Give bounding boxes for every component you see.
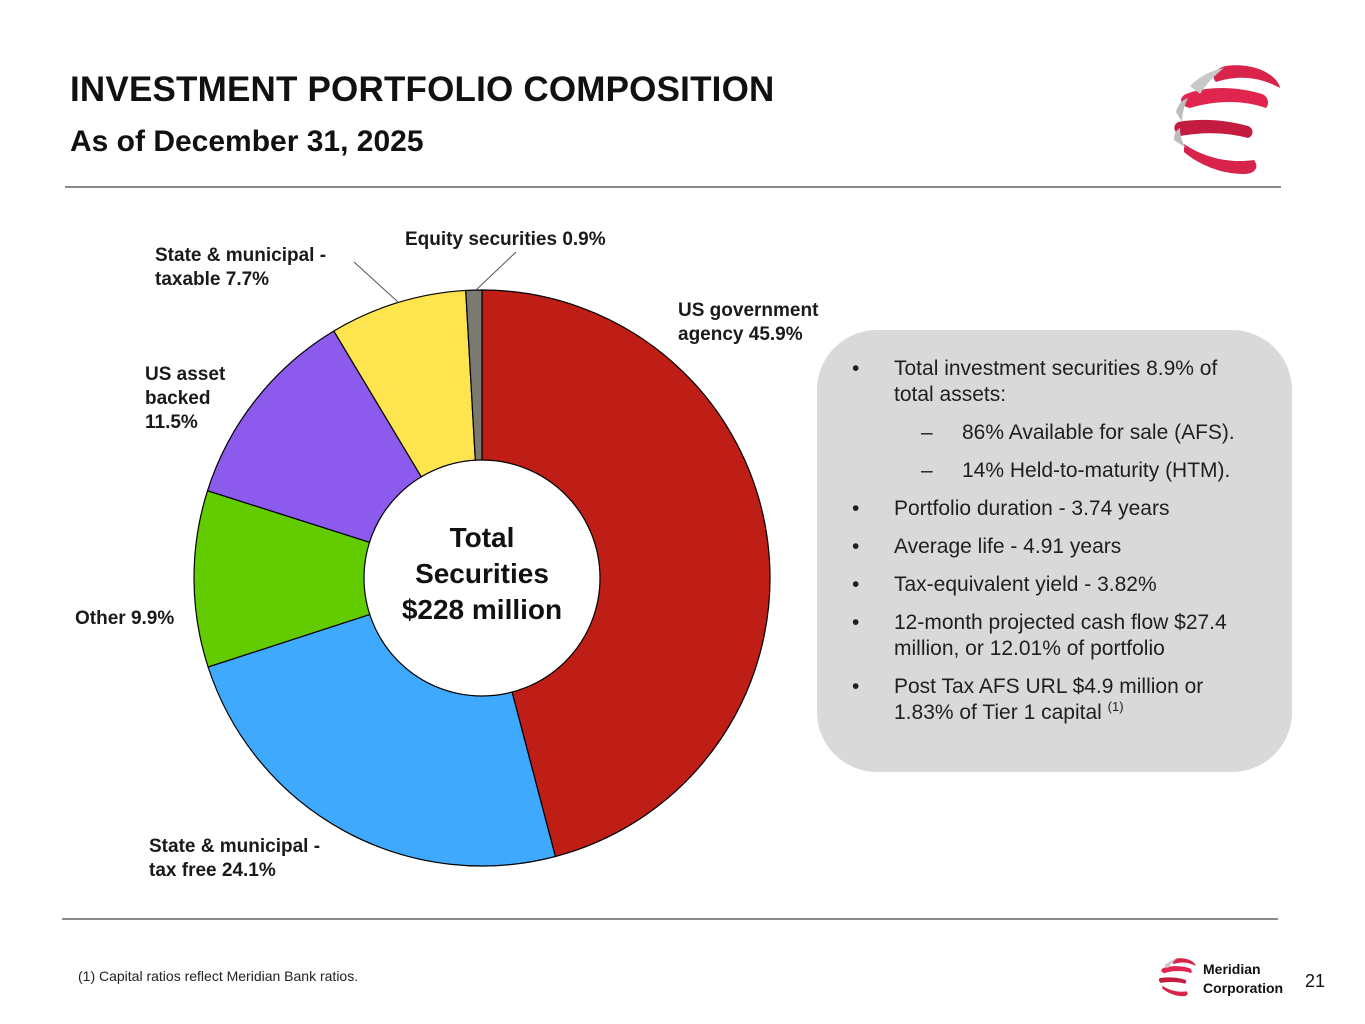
page-number: 21 [1305, 971, 1326, 991]
meridian-logo-small-icon [1158, 958, 1196, 997]
donut-slice-us-government-agency [481, 289, 771, 858]
highlight-bullet: Post Tax AFS URL $4.9 million or 1.83% o… [851, 674, 1262, 726]
header-divider [65, 186, 1281, 188]
footnote: (1) Capital ratios reflect Meridian Bank… [78, 968, 359, 984]
taxable-leader-line [353, 261, 399, 303]
slice-label-equity-securities: Equity securities 0.9% [405, 229, 606, 250]
center-label-line: Total [449, 522, 515, 553]
brand-name: Meridian Corporation [1203, 961, 1284, 996]
slice-label-us-asset-backed: US asset backed 11.5% [145, 364, 226, 433]
donut-center-label: Total Securities $228 million [372, 520, 592, 628]
slice-label-state-municipal-taxable: State & municipal - taxable 7.7% [155, 245, 327, 290]
slice-label-state-municipal-tax-free: State & municipal - tax free 24.1% [149, 836, 321, 881]
meridian-logo-icon [1174, 65, 1280, 174]
slice-label-us-government-agency: US government agency 45.9% [678, 300, 819, 345]
center-label-line: $228 million [401, 594, 563, 625]
highlight-bullet: Total investment securities 8.9% of tota… [851, 356, 1262, 408]
highlight-bullet: 12-month projected cash flow $27.4 milli… [851, 610, 1262, 662]
footer-divider [62, 918, 1278, 920]
highlight-sub-bullet: 86% Available for sale (AFS). [851, 420, 1262, 446]
portfolio-highlights-panel: Total investment securities 8.9% of tota… [817, 330, 1292, 772]
highlight-sub-bullet: 14% Held-to-maturity (HTM). [851, 458, 1262, 484]
page-title: INVESTMENT PORTFOLIO COMPOSITION [70, 70, 775, 109]
highlight-bullet: Average life - 4.91 years [851, 534, 1262, 560]
equity-leader-line [475, 251, 517, 291]
slice-label-other: Other 9.9% [75, 608, 175, 629]
footnote-reference: (1) [1107, 699, 1124, 714]
donut-hole [363, 459, 601, 697]
highlight-bullet: Tax-equivalent yield - 3.82% [851, 572, 1262, 598]
donut-slice-other [193, 489, 484, 668]
highlight-bullet: Portfolio duration - 3.74 years [851, 496, 1262, 522]
highlight-text: Post Tax AFS URL $4.9 million or 1.83% o… [894, 675, 1204, 724]
center-label-line: Securities [415, 558, 549, 589]
page-subtitle: As of December 31, 2025 [70, 125, 424, 158]
